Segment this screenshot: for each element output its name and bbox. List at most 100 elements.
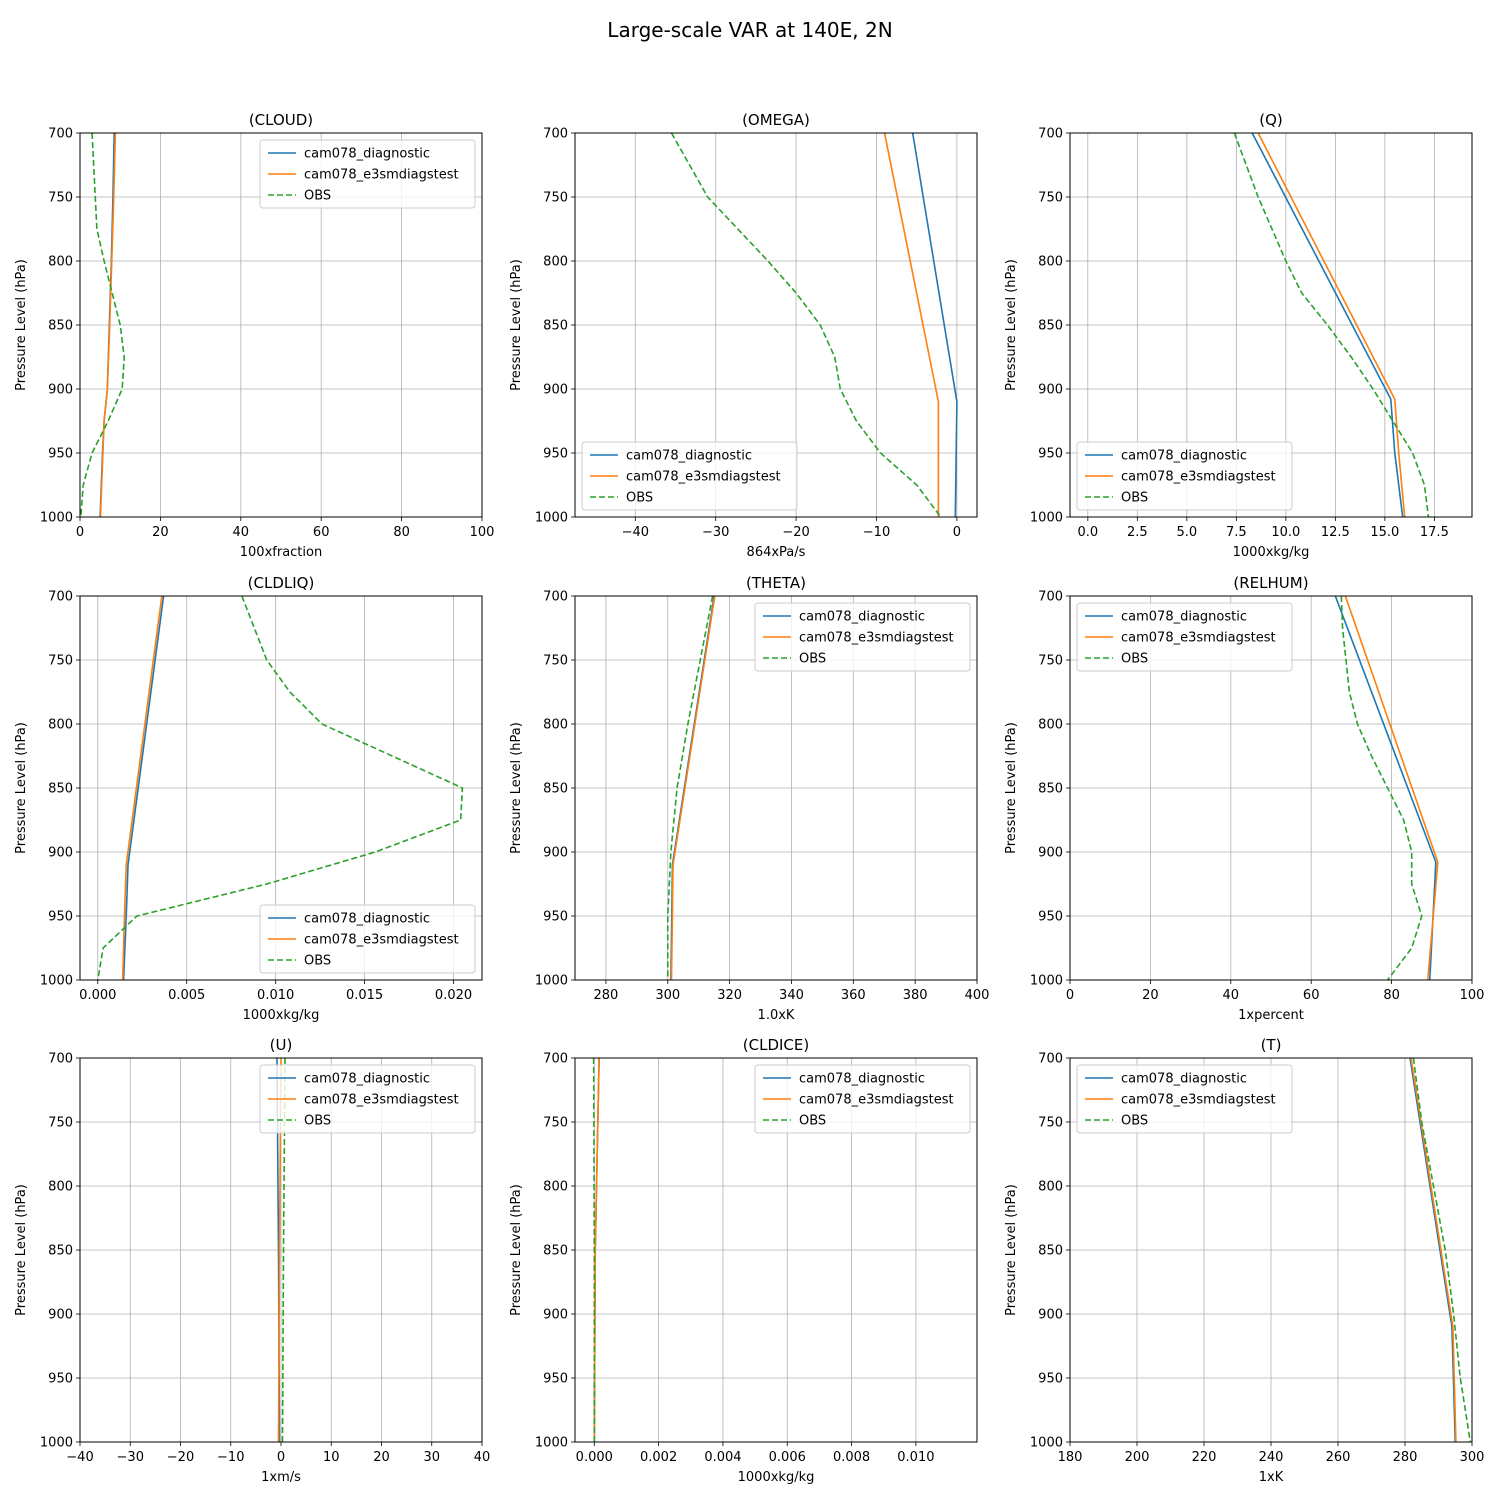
x-axis-label: 1.0xK [758,1008,795,1023]
legend-entry-label: cam078_e3smdiagstest [626,470,781,485]
legend-entry-label: OBS [1121,1114,1148,1129]
legend-entry-label: OBS [304,954,331,969]
y-tick-label: 700 [1038,1052,1063,1067]
x-tick-label: 10 [323,1450,340,1465]
y-tick-label: 950 [1038,1372,1063,1387]
y-axis-label: Pressure Level (hPa) [14,722,29,854]
y-axis-label: Pressure Level (hPa) [509,722,524,854]
y-axis-label: Pressure Level (hPa) [1004,259,1019,391]
x-tick-label: 0.015 [346,988,383,1003]
x-tick-label: 0.000 [79,988,116,1003]
y-tick-label: 1000 [535,511,568,526]
y-tick-label: 850 [48,319,73,334]
subplot-7: −40 −30 −20 −10 0 10 20 30 40 700 750 800 850 900 950 1… [14,1036,490,1485]
subplot-3: 0.0 2.5 5.0 7.5 10.0 12.5 15.0 17.5 700 750 800 850… [1004,111,1473,560]
y-tick-label: 1000 [535,1436,568,1451]
x-tick-label: 80 [1383,988,1400,1003]
x-tick-label: 0.010 [257,988,294,1003]
y-tick-label: 700 [1038,590,1063,605]
y-tick-label: 750 [1038,1116,1063,1131]
y-tick-label: 850 [1038,1244,1063,1259]
x-tick-label: 0.002 [640,1450,677,1465]
legend-entry-label: cam078_e3smdiagstest [1121,631,1276,646]
x-tick-label: 0.0 [1077,525,1098,540]
x-tick-label: 0.005 [168,988,205,1003]
figure-suptitle: Large-scale VAR at 140E, 2N [607,18,892,42]
subplot-title: (RELHUM) [1233,574,1308,592]
legend: cam078_diagnostic cam078_e3smdiagstest OBS [754,602,971,672]
x-tick-label: 20 [373,1450,390,1465]
x-axis-label: 1000xkg/kg [1233,545,1310,560]
y-tick-label: 900 [1038,1308,1063,1323]
series-line-cam078_e3smdiagstest [670,596,716,980]
legend-entry-label: cam078_e3smdiagstest [1121,1093,1276,1108]
y-tick-label: 1000 [1030,974,1063,989]
x-tick-label: 0 [76,525,84,540]
y-tick-label: 800 [48,718,73,733]
x-tick-label: 280 [594,988,619,1003]
series-line-cam078_e3smdiagstest [99,133,117,517]
subplot-title: (U) [270,1036,293,1054]
x-tick-label: 200 [1125,1450,1150,1465]
x-tick-label: 0 [277,1450,285,1465]
subplot-title: (CLDLIQ) [248,574,315,592]
y-tick-label: 800 [1038,718,1063,733]
y-axis-label: Pressure Level (hPa) [14,1184,29,1316]
x-tick-label: 0.000 [576,1450,613,1465]
x-tick-label: −10 [863,525,890,540]
series-line-OBS [592,1058,596,1442]
y-tick-label: 800 [1038,255,1063,270]
x-tick-label: 0.008 [833,1450,870,1465]
legend-entry-label: cam078_e3smdiagstest [304,168,459,183]
legend-entry-label: cam078_diagnostic [1121,610,1247,625]
y-tick-label: 900 [48,383,73,398]
x-tick-label: 220 [1192,1450,1217,1465]
legend-box [754,602,971,672]
y-tick-label: 750 [48,1116,73,1131]
x-tick-label: 0 [953,525,961,540]
subplot-6: 0 20 40 60 80 100 700 750 800 850 900 950 1000 (RELHU… [1004,574,1484,1023]
legend-entry-label: cam078_e3smdiagstest [304,933,459,948]
x-axis-label: 1xm/s [261,1470,301,1485]
legend-entry-label: cam078_diagnostic [799,610,925,625]
subplot-title: (Q) [1259,111,1283,129]
legend-entry-label: cam078_diagnostic [304,1072,430,1087]
x-tick-label: 260 [1326,1450,1351,1465]
legend: cam078_diagnostic cam078_e3smdiagstest OBS [259,1064,476,1134]
x-tick-label: 5.0 [1176,525,1197,540]
x-tick-label: −20 [167,1450,194,1465]
subplot-2: −40 −30 −20 −10 0 700 750 800 850 900 950 1000 (OMEG… [509,111,978,560]
y-tick-label: 900 [1038,846,1063,861]
y-tick-label: 750 [543,654,568,669]
y-tick-label: 950 [543,910,568,925]
x-tick-label: −10 [217,1450,244,1465]
y-tick-label: 750 [1038,654,1063,669]
y-tick-label: 900 [1038,383,1063,398]
x-tick-label: 300 [1460,1450,1485,1465]
x-tick-label: 300 [655,988,680,1003]
y-tick-label: 950 [1038,910,1063,925]
x-tick-label: 10.0 [1271,525,1300,540]
x-tick-label: −30 [702,525,729,540]
x-tick-label: 0.004 [704,1450,741,1465]
y-tick-label: 850 [543,319,568,334]
series-line-OBS [97,596,464,980]
x-tick-label: 80 [393,525,410,540]
x-tick-label: 40 [233,525,250,540]
x-tick-label: 7.5 [1226,525,1247,540]
x-axis-label: 100xfraction [240,545,322,560]
y-axis-label: Pressure Level (hPa) [509,259,524,391]
x-tick-label: 20 [152,525,169,540]
y-tick-label: 900 [48,1308,73,1323]
legend: cam078_diagnostic cam078_e3smdiagstest OBS [754,1064,971,1134]
subplot-8: 0.000 0.002 0.004 0.006 0.008 0.010 700 750 800 8… [509,1036,978,1485]
x-tick-label: 20 [1142,988,1159,1003]
x-tick-label: −40 [66,1450,93,1465]
x-tick-label: 100 [1460,988,1485,1003]
x-tick-label: 17.5 [1420,525,1449,540]
y-tick-label: 800 [543,1180,568,1195]
y-tick-label: 850 [1038,319,1063,334]
y-tick-label: 800 [48,1180,73,1195]
legend-box [259,139,476,209]
